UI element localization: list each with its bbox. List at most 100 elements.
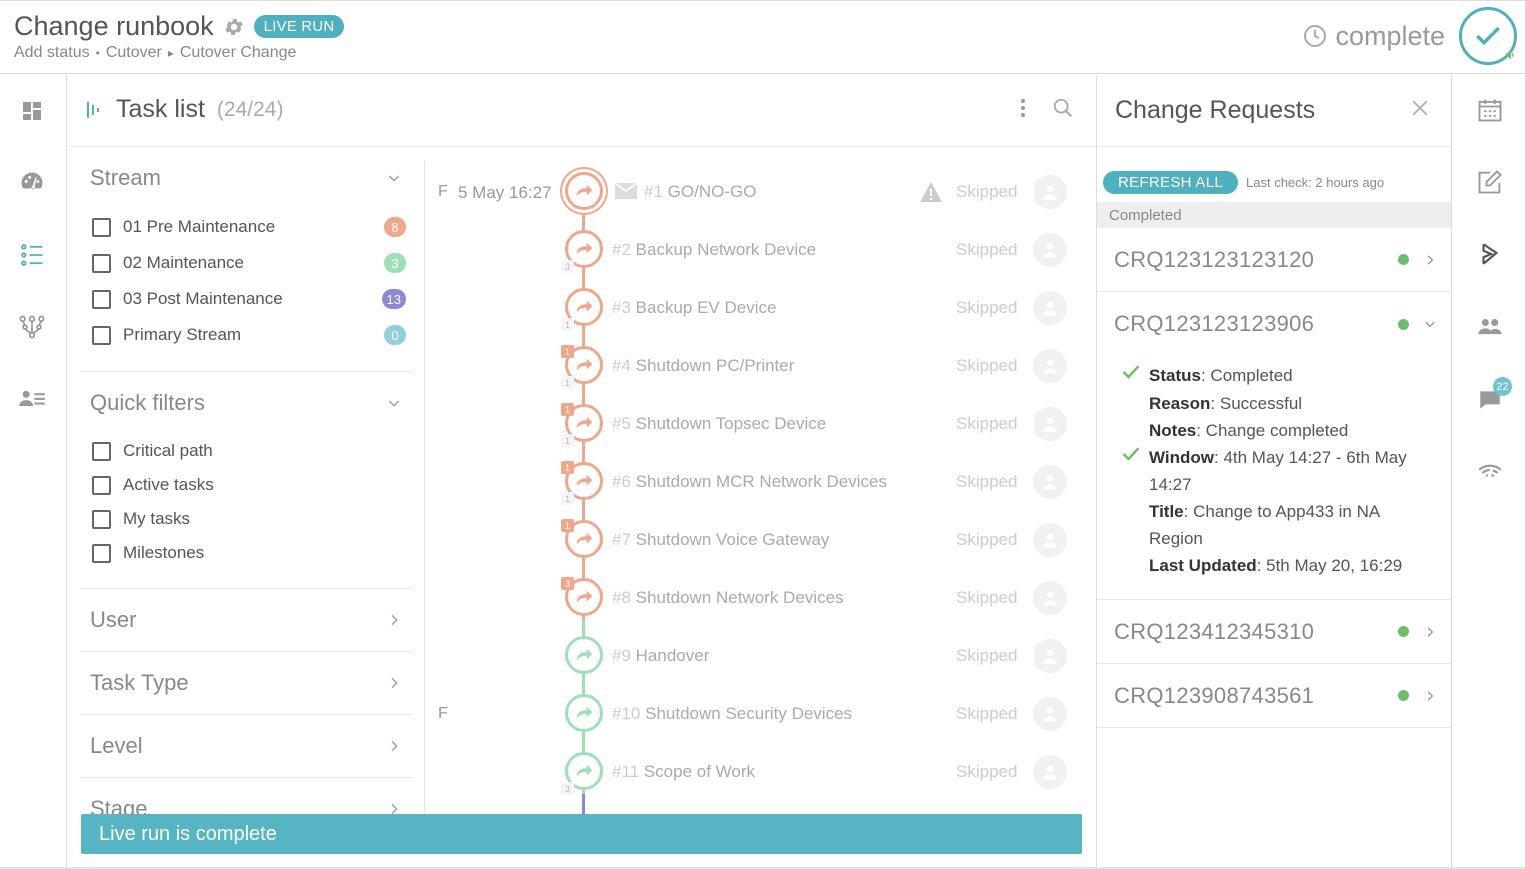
graph-icon[interactable] bbox=[16, 311, 48, 343]
complete-status-button[interactable] bbox=[1459, 7, 1517, 65]
refresh-all-button[interactable]: REFRESH ALL bbox=[1103, 170, 1239, 194]
checkbox[interactable] bbox=[92, 253, 111, 273]
task-row[interactable]: 1 1 #5 Shutdown Topsec Device Skipped bbox=[425, 379, 1085, 447]
quick-filter-item[interactable]: My tasks bbox=[80, 502, 412, 536]
checkbox[interactable] bbox=[92, 475, 111, 495]
spacer bbox=[80, 353, 412, 371]
status-dot bbox=[1398, 254, 1409, 265]
task-status: Skipped bbox=[956, 704, 1018, 723]
checkbox[interactable] bbox=[92, 543, 111, 563]
quick-filters-title: Quick filters bbox=[90, 390, 205, 415]
task-name: #5 Shutdown Topsec Device bbox=[612, 414, 827, 433]
avatar bbox=[1033, 349, 1067, 383]
tasklist-count: (24/24) bbox=[216, 97, 284, 121]
stream-filter-item[interactable]: Primary Stream 0 bbox=[80, 317, 412, 353]
task-date: 5 May 16:27 bbox=[458, 183, 552, 202]
task-node[interactable] bbox=[565, 752, 603, 790]
breadcrumb-item-cutover[interactable]: Cutover bbox=[105, 44, 162, 61]
right-rail: 22 bbox=[1453, 75, 1525, 869]
task-status: Skipped bbox=[956, 530, 1018, 549]
quick-filter-item[interactable]: Critical path bbox=[80, 434, 412, 468]
redo-icon bbox=[576, 242, 593, 255]
redo-icon bbox=[576, 474, 593, 487]
task-node[interactable] bbox=[565, 694, 603, 732]
integration-icon[interactable] bbox=[1475, 239, 1505, 269]
task-row[interactable]: 3 #8 Shutdown Network Devices Skipped bbox=[425, 553, 1085, 616]
add-status-link[interactable]: Add status bbox=[14, 44, 90, 61]
left-rail bbox=[0, 75, 67, 869]
task-name: #3 Backup EV Device bbox=[612, 298, 777, 317]
checkbox[interactable] bbox=[92, 289, 111, 309]
gear-icon[interactable] bbox=[222, 15, 246, 39]
quick-filter-item[interactable]: Milestones bbox=[80, 536, 412, 570]
avatar bbox=[1033, 175, 1067, 209]
checkbox[interactable] bbox=[92, 509, 111, 529]
stream-filter-header[interactable]: Stream bbox=[80, 147, 412, 209]
status-dot bbox=[1398, 690, 1409, 701]
detail-reason: Reason: Successful bbox=[1149, 394, 1303, 413]
change-request-item[interactable]: CRQ123123123906 bbox=[1097, 292, 1451, 356]
calendar-icon[interactable] bbox=[1475, 95, 1505, 125]
breadcrumb-item-cutover-change[interactable]: Cutover Change bbox=[179, 44, 297, 61]
task-type-filter-header[interactable]: Task Type bbox=[80, 652, 412, 715]
checkbox[interactable] bbox=[92, 217, 111, 237]
task-row[interactable]: F #10 Shutdown Security Devices Skipped bbox=[425, 669, 1085, 732]
change-request-item[interactable]: CRQ123123123120 bbox=[1097, 228, 1451, 292]
avatar bbox=[1033, 697, 1067, 731]
redo-icon bbox=[576, 648, 593, 661]
stream-filter-item[interactable]: 02 Maintenance 3 bbox=[80, 245, 412, 281]
task-status: Skipped bbox=[956, 182, 1018, 201]
user-filter-header[interactable]: User bbox=[80, 589, 412, 652]
checkbox[interactable] bbox=[92, 325, 111, 345]
task-name: #4 Shutdown PC/Printer bbox=[612, 356, 795, 375]
signal-icon[interactable] bbox=[1475, 457, 1505, 487]
task-row[interactable]: 3 #2 Backup Network Device Skipped bbox=[425, 205, 1085, 273]
search-icon[interactable] bbox=[1052, 97, 1074, 124]
task-row[interactable]: #9 Handover Skipped bbox=[425, 611, 1085, 674]
dashboard-icon[interactable] bbox=[16, 95, 48, 127]
chat-icon[interactable] bbox=[1475, 385, 1505, 415]
task-timeline: F 5 May 16:27 #1 GO/NO-GO Skipped 3 #2 B… bbox=[425, 147, 1085, 814]
quick-filters-header[interactable]: Quick filters bbox=[80, 372, 412, 434]
task-name: #9 Handover bbox=[612, 646, 710, 665]
redo-icon bbox=[576, 706, 593, 719]
change-request-item[interactable]: CRQ123908743561 bbox=[1097, 664, 1451, 728]
tasklist-title: Task list (24/24) bbox=[86, 95, 283, 124]
level-filter-header[interactable]: Level bbox=[80, 715, 412, 778]
checkbox[interactable] bbox=[92, 441, 111, 461]
task-row[interactable]: 1 1 #6 Shutdown MCR Network Devices Skip… bbox=[425, 437, 1085, 505]
stream-count-badge: 8 bbox=[384, 217, 406, 237]
task-row[interactable]: 1 1 #4 Shutdown PC/Printer Skipped bbox=[425, 321, 1085, 389]
change-request-id: CRQ123908743561 bbox=[1114, 682, 1315, 708]
task-name: #2 Backup Network Device bbox=[612, 240, 817, 259]
change-request-item[interactable]: CRQ123412345310 bbox=[1097, 600, 1451, 664]
palette-icon[interactable] bbox=[16, 167, 48, 199]
task-node[interactable] bbox=[565, 172, 603, 210]
task-row[interactable]: 3 #11 Scope of Work Skipped bbox=[425, 727, 1085, 795]
task-name: #7 Shutdown Voice Gateway bbox=[612, 530, 830, 549]
stream-filter-item[interactable]: 01 Pre Maintenance 8 bbox=[80, 209, 412, 245]
task-row[interactable]: 1 #7 Shutdown Voice Gateway Skipped bbox=[425, 495, 1085, 558]
quick-filter-item[interactable]: Active tasks bbox=[80, 468, 412, 502]
user-list-icon[interactable] bbox=[16, 383, 48, 415]
close-icon[interactable] bbox=[1411, 99, 1429, 122]
user-icon bbox=[1043, 475, 1057, 490]
redo-icon bbox=[576, 532, 593, 545]
user-icon bbox=[1043, 301, 1057, 316]
run-status: complete bbox=[1303, 21, 1445, 52]
more-vertical-icon[interactable] bbox=[1020, 97, 1026, 124]
detail-title: Title: Change to App433 in NA Region bbox=[1149, 502, 1380, 548]
task-node[interactable] bbox=[565, 288, 603, 326]
people-icon[interactable] bbox=[1475, 311, 1505, 341]
stream-filter-item[interactable]: 03 Post Maintenance 13 bbox=[80, 281, 412, 317]
task-list-icon[interactable] bbox=[16, 239, 48, 271]
last-check-text: Last check: 2 hours ago bbox=[1246, 174, 1385, 190]
detail-notes: Notes: Change completed bbox=[1149, 421, 1349, 440]
header: Change runbook LIVE RUN Add status • Cut… bbox=[0, 1, 1525, 74]
task-row[interactable]: F 5 May 16:27 #1 GO/NO-GO Skipped bbox=[425, 147, 1085, 210]
stream-count-badge: 3 bbox=[384, 253, 406, 273]
timeline-line bbox=[582, 794, 585, 814]
task-node[interactable] bbox=[565, 636, 603, 674]
edit-icon[interactable] bbox=[1475, 167, 1505, 197]
task-row[interactable]: 1 #3 Backup EV Device Skipped bbox=[425, 263, 1085, 331]
